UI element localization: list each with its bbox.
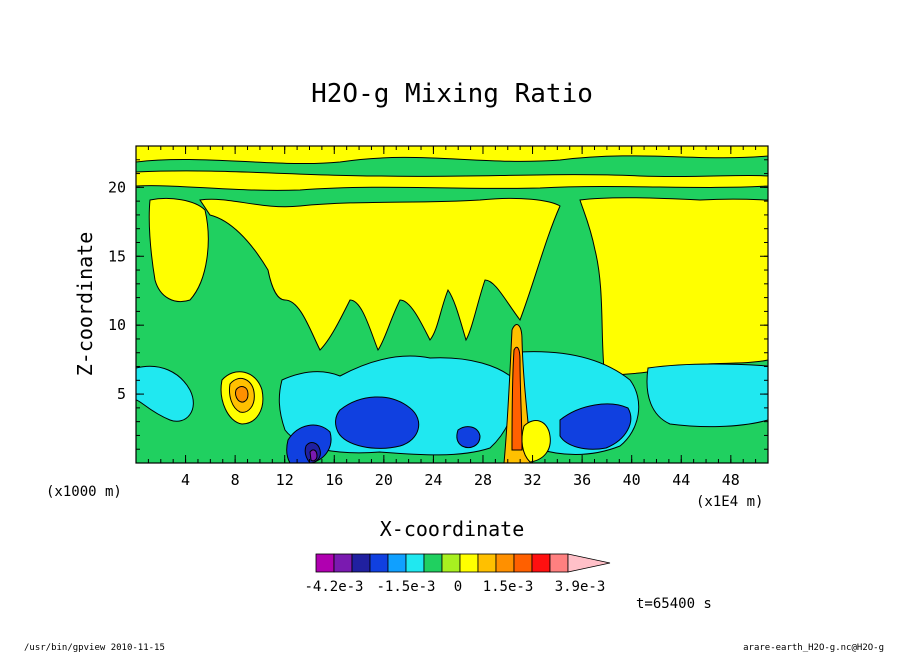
colorbar-label: 1.5e-3 — [483, 579, 534, 595]
colorbar-label: 0 — [454, 579, 462, 595]
footer-left: /usr/bin/gpview 2010-11-15 — [24, 643, 165, 653]
x-tick-label: 32 — [524, 471, 542, 489]
field-blue-pocket-2 — [559, 403, 632, 450]
x-axis: 4 8 12 16 20 24 28 32 36 40 44 48 — [147, 146, 757, 489]
field-boundary-layer-4 — [646, 363, 768, 428]
colorbar — [315, 553, 611, 573]
colorbar-swatch — [387, 553, 407, 573]
plot-area — [136, 146, 768, 463]
field-upper-band — [136, 170, 768, 191]
field-orange-cell-inner — [234, 386, 249, 403]
colorbar-swatch — [369, 553, 389, 573]
x-tick-label: 4 — [181, 471, 190, 489]
colorbar-labels: -4.2e-3 -1.5e-3 0 1.5e-3 3.9e-3 — [304, 579, 605, 595]
colorbar-arrow — [567, 553, 611, 573]
colorbar-label: -1.5e-3 — [376, 579, 435, 595]
x-tick-label: 36 — [573, 471, 591, 489]
y-axis-label: Z-coordinate — [73, 232, 97, 377]
x-axis-label: X-coordinate — [380, 517, 525, 541]
field-right-plume — [579, 197, 768, 381]
field-surface-cells — [521, 420, 551, 463]
colorbar-swatch — [405, 553, 425, 573]
field-blue-pocket-4 — [456, 426, 481, 449]
colorbar-swatch — [423, 553, 443, 573]
x-tick-label: 48 — [722, 471, 740, 489]
x-units-right: (x1E4 m) — [696, 494, 763, 510]
colorbar-swatch — [315, 553, 335, 573]
colorbar-label: 3.9e-3 — [555, 579, 606, 595]
y-tick-label: 10 — [108, 316, 126, 334]
x-tick-label: 44 — [672, 471, 690, 489]
colorbar-swatch — [477, 553, 497, 573]
y-tick-label: 15 — [108, 247, 126, 265]
plot-frame — [135, 145, 769, 464]
field-boundary-layer — [136, 365, 194, 422]
field-top-band — [136, 146, 768, 165]
x-units-left: (x1000 m) — [46, 484, 122, 500]
colorbar-swatch — [351, 553, 371, 573]
field-purple-core — [309, 449, 318, 462]
colorbar-swatch — [441, 553, 461, 573]
footer-right: arare-earth_H2O-g.nc@H2O-g — [743, 643, 884, 653]
y-tick-label: 20 — [108, 178, 126, 196]
x-tick-label: 20 — [375, 471, 393, 489]
x-tick-label: 24 — [424, 471, 442, 489]
field-central-plume — [199, 197, 561, 352]
colorbar-swatch — [513, 553, 533, 573]
colorbar-swatch — [549, 553, 569, 573]
y-tick-label: 5 — [117, 385, 126, 403]
time-label: t=65400 s — [636, 596, 712, 612]
x-tick-label: 16 — [325, 471, 343, 489]
colorbar-swatch — [333, 553, 353, 573]
colorbar-label: -4.2e-3 — [304, 579, 363, 595]
colorbar-swatch — [531, 553, 551, 573]
field-convective-tower-core — [511, 346, 523, 451]
y-axis: 5 10 15 20 — [108, 159, 768, 450]
colorbar-swatch — [495, 553, 515, 573]
chart-title: H2O-g Mixing Ratio — [311, 79, 593, 109]
x-tick-label: 40 — [623, 471, 641, 489]
x-tick-label: 12 — [276, 471, 294, 489]
colorbar-swatch — [459, 553, 479, 573]
x-tick-label: 8 — [231, 471, 240, 489]
field-blue-pocket-1 — [335, 396, 420, 449]
field-left-plume — [148, 197, 209, 303]
x-tick-label: 28 — [474, 471, 492, 489]
